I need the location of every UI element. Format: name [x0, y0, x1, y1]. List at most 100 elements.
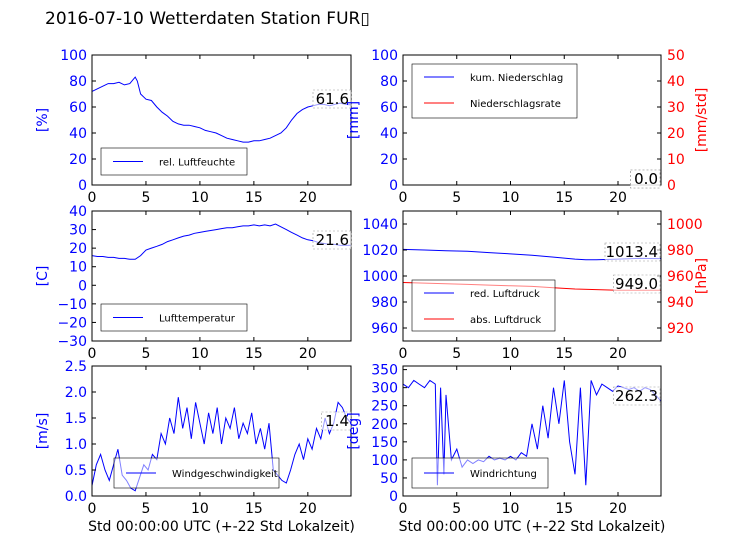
legend-label: Windgeschwindigkeit	[172, 469, 278, 480]
y2-tick-label: 980	[667, 243, 694, 259]
annotation-box	[312, 89, 352, 109]
x-tick-label: 10	[191, 190, 209, 206]
x-tick-label: 20	[299, 501, 317, 517]
x-tick-label: 15	[245, 346, 263, 362]
x-tick-label: 20	[609, 501, 627, 517]
annotation-label: 0.0	[634, 170, 658, 188]
y-tick-label: 0.0	[65, 489, 87, 505]
x-tick-label: 0	[399, 190, 408, 206]
legend-label: rel. Luftfeuchte	[159, 158, 235, 169]
y-tick-label: 250	[371, 399, 398, 415]
y-tick-label: 1040	[362, 217, 398, 233]
panel-precipitation: 0 5 10 15 20 0 20 40 60 80 100 0 10 20 30 40 50 [mm] [mm/s…	[346, 48, 710, 206]
series-line-temperature-0	[91, 223, 352, 260]
annotation-label: 1013.4	[606, 243, 659, 261]
annotation-label: 61.6	[316, 90, 349, 108]
series-line-humidity-0	[91, 76, 352, 143]
legend-label: Windrichtung	[470, 469, 537, 480]
legend-label: Niederschlagsrate	[470, 99, 561, 110]
annotation-box	[630, 169, 661, 189]
y-axis-label: [C]	[35, 266, 51, 287]
y-tick-label: −20	[57, 315, 87, 331]
y2-tick-label: 0	[667, 178, 676, 194]
y-tick-label: −10	[57, 297, 87, 313]
annotation-box	[613, 386, 661, 406]
annotation-box	[321, 411, 352, 431]
x-tick-label: 5	[141, 346, 150, 362]
legend-label: kum. Niederschlag	[470, 73, 563, 84]
y2-tick-label: 30	[667, 100, 685, 116]
plot-frame-temperature	[91, 210, 352, 342]
y-tick-label: 100	[371, 48, 398, 64]
y-tick-label: 40	[69, 204, 87, 220]
y-tick-label: 1.5	[65, 411, 87, 427]
y-tick-label: 2.5	[65, 359, 87, 375]
annotation-label: 262.3	[615, 387, 658, 405]
x-tick-label: 15	[555, 346, 573, 362]
y2-tick-label: 20	[667, 126, 685, 142]
y-tick-label: 960	[371, 321, 398, 337]
y-tick-label: 20	[69, 152, 87, 168]
y2-tick-label: 940	[667, 295, 694, 311]
y-tick-label: 980	[371, 295, 398, 311]
y-tick-label: 1000	[362, 269, 398, 285]
y2-tick-label: 920	[667, 321, 694, 337]
x-tick-label: 5	[141, 190, 150, 206]
y-tick-label: 200	[371, 417, 398, 433]
y-tick-label: 0	[78, 278, 87, 294]
y-axis-label: [m/s]	[35, 413, 51, 450]
panel-windspeed: 0 5 10 15 20 0.0 0.5 1.0 1.5 2.0 2.5 [m/s] Std 00:00…	[35, 359, 355, 535]
legend-label: Lufttemperatur	[159, 314, 236, 325]
y2-tick-label: 960	[667, 269, 694, 285]
y-axis-label: [deg]	[346, 412, 362, 449]
x-axis-label: Std 00:00:00 UTC (+-22 Std Lokalzeit)	[88, 519, 355, 535]
plot-frame-windspeed	[91, 365, 352, 497]
plot-frame-precipitation	[402, 54, 662, 186]
panel-temperature: 0 5 10 15 20 −30 −20 −10 0 10 20 30 40 [C] Lufttempera…	[35, 204, 352, 362]
legend-label: red. Luftdruck	[470, 289, 540, 300]
x-tick-label: 0	[399, 501, 408, 517]
y-tick-label: 40	[69, 126, 87, 142]
y-tick-label: 20	[380, 152, 398, 168]
x-tick-label: 20	[299, 346, 317, 362]
y-tick-label: 0	[389, 178, 398, 194]
legend-box	[100, 303, 248, 332]
y-tick-label: 2.0	[65, 385, 87, 401]
x-tick-label: 0	[88, 190, 97, 206]
annotation-label: 21.6	[316, 231, 349, 249]
y-tick-label: −30	[57, 334, 87, 350]
x-tick-label: 10	[502, 190, 520, 206]
y2-axis-label: [mm/std]	[694, 88, 710, 153]
y-tick-label: 60	[380, 100, 398, 116]
y-tick-label: 1.0	[65, 437, 87, 453]
legend-label: abs. Luftdruck	[470, 315, 541, 326]
annotation-label: 949.0	[615, 275, 658, 293]
x-tick-label: 5	[452, 501, 461, 517]
y-tick-label: 50	[380, 471, 398, 487]
x-tick-label: 0	[88, 346, 97, 362]
y-tick-label: 60	[69, 100, 87, 116]
x-tick-label: 15	[555, 190, 573, 206]
x-tick-label: 10	[191, 346, 209, 362]
y-tick-label: 100	[371, 453, 398, 469]
y-tick-label: 1020	[362, 243, 398, 259]
y-tick-label: 0	[78, 178, 87, 194]
y-tick-label: 20	[69, 241, 87, 257]
y-tick-label: 350	[371, 363, 398, 379]
x-tick-label: 0	[88, 501, 97, 517]
y-tick-label: 30	[69, 223, 87, 239]
x-tick-label: 15	[245, 190, 263, 206]
x-tick-label: 10	[191, 501, 209, 517]
plot-frame-humidity	[91, 54, 352, 186]
x-tick-label: 5	[452, 346, 461, 362]
y-tick-label: 10	[69, 260, 87, 276]
panel-pressure: 0 5 10 15 20 960 980 1000 1020 1040 920 940 960 980 10…	[362, 210, 710, 362]
y2-tick-label: 1000	[667, 217, 703, 233]
y-tick-label: 0.5	[65, 463, 87, 479]
x-tick-label: 0	[399, 346, 408, 362]
y-tick-label: 100	[60, 48, 87, 64]
legend-box	[411, 63, 578, 119]
x-axis-label: Std 00:00:00 UTC (+-22 Std Lokalzeit)	[399, 519, 666, 535]
y-tick-label: 40	[380, 126, 398, 142]
